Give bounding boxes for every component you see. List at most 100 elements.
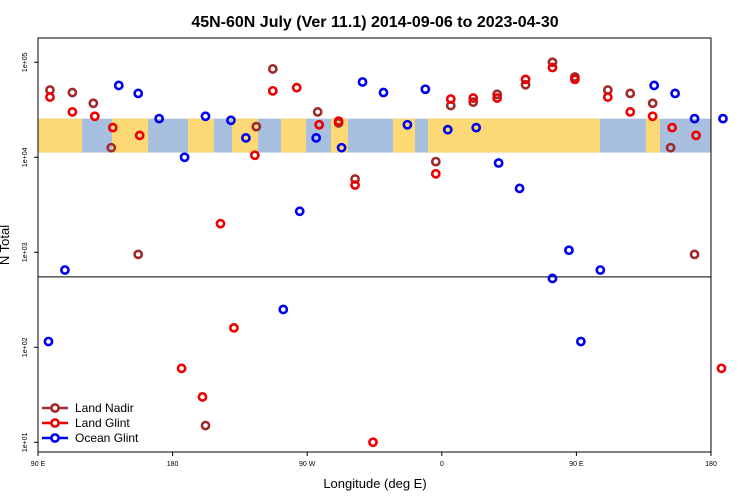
land-nadir-point bbox=[267, 64, 278, 74]
land-glint-point bbox=[602, 92, 613, 102]
plot-border bbox=[37, 37, 712, 453]
chart-title: 45N-60N July (Ver 11.1) 2014-09-06 to 20… bbox=[191, 14, 558, 31]
x-tick-label: 90 E bbox=[569, 461, 584, 468]
x-axis-label: Longitude (deg E) bbox=[323, 476, 426, 491]
land-glint-point bbox=[67, 107, 78, 117]
land-nadir-point bbox=[647, 98, 658, 109]
y-tick-label: 1e+03 bbox=[22, 242, 29, 262]
ocean-glint-point bbox=[357, 77, 368, 87]
land-nadir-point bbox=[67, 87, 78, 98]
land-glint-legend-marker bbox=[50, 418, 60, 428]
land-glint-point bbox=[625, 107, 636, 117]
ocean-glint-point bbox=[718, 113, 728, 124]
land-glint-point bbox=[667, 122, 678, 133]
land-glint-point bbox=[45, 92, 55, 102]
x-tick-label: 180 bbox=[705, 461, 717, 468]
land-nadir-point bbox=[133, 249, 144, 260]
y-axis: 1e+01 1e+02 1e+03 1e+04 1e+05 bbox=[22, 52, 38, 452]
land-nadir-point bbox=[492, 89, 503, 100]
y-tick-label: 1e+04 bbox=[22, 147, 29, 167]
ocean-glint-point bbox=[493, 158, 504, 168]
land-nadir-point bbox=[468, 97, 479, 108]
ocean-glint-point bbox=[154, 113, 165, 124]
ocean-glint-point bbox=[113, 80, 124, 91]
land-glint-point bbox=[520, 74, 531, 85]
ocean-glint-point bbox=[278, 304, 289, 315]
map-band-land bbox=[188, 118, 214, 153]
ocean-glint-point bbox=[378, 87, 389, 98]
map-band-land bbox=[281, 118, 306, 153]
ocean-glint-point bbox=[442, 124, 453, 135]
land-glint-point bbox=[134, 130, 145, 141]
ocean-glint-point bbox=[595, 265, 606, 275]
land-nadir-point bbox=[88, 98, 99, 109]
ocean-glint-point bbox=[514, 183, 525, 194]
ocean-glint-point bbox=[689, 113, 700, 124]
ocean-glint-point bbox=[420, 84, 431, 95]
plot-frame bbox=[37, 37, 712, 453]
ocean-glint-point bbox=[575, 336, 586, 347]
y-axis-label: N Total bbox=[0, 225, 12, 265]
y-tick-label: 1e+05 bbox=[22, 52, 29, 72]
x-tick-label: 0 bbox=[440, 461, 444, 468]
land-glint-point bbox=[468, 93, 479, 103]
map-band-land bbox=[646, 118, 660, 153]
land-nadir-point bbox=[106, 142, 117, 153]
land-nadir-point bbox=[430, 156, 441, 167]
ocean-glint-point bbox=[471, 122, 482, 133]
ocean-glint-point bbox=[133, 88, 144, 99]
x-axis: 90 E 180 90 W 0 90 E 180 bbox=[31, 452, 717, 468]
data-points bbox=[43, 57, 728, 448]
ocean-glint-point bbox=[43, 336, 54, 347]
land-glint-point bbox=[249, 150, 260, 161]
ocean-glint-point bbox=[564, 245, 574, 256]
land-glint-point bbox=[89, 111, 100, 122]
ocean-glint-point bbox=[179, 152, 190, 163]
land-nadir-legend-marker bbox=[50, 403, 60, 413]
land-nadir-point bbox=[625, 88, 636, 99]
land-glint-point bbox=[492, 93, 503, 103]
land-glint-point bbox=[314, 119, 325, 130]
land-nadir-point bbox=[251, 121, 262, 132]
ocean-glint-legend-label: Ocean Glint bbox=[75, 431, 139, 445]
land-glint-point bbox=[691, 130, 701, 141]
land-glint-point bbox=[107, 122, 118, 133]
land-glint-point bbox=[267, 85, 278, 96]
ocean-glint-point bbox=[547, 273, 558, 284]
x-tick-label: 90 E bbox=[31, 461, 46, 468]
land-glint-point bbox=[229, 322, 239, 333]
land-nadir-point bbox=[689, 249, 700, 260]
ocean-glint-point bbox=[311, 132, 322, 143]
ocean-glint-legend-marker bbox=[50, 433, 60, 443]
land-nadir-point bbox=[312, 107, 323, 117]
land-nadir-point bbox=[200, 420, 211, 431]
land-nadir-legend-label: Land Nadir bbox=[75, 401, 134, 415]
land-glint-point bbox=[445, 94, 456, 104]
land-glint-point bbox=[291, 82, 302, 93]
map-band bbox=[38, 118, 711, 153]
ocean-glint-point bbox=[649, 80, 660, 91]
ocean-glint-point bbox=[294, 206, 305, 217]
land-glint-legend-label: Land Glint bbox=[75, 416, 130, 430]
land-glint-point bbox=[570, 74, 580, 85]
x-tick-label: 90 W bbox=[299, 461, 316, 468]
land-glint-point bbox=[215, 218, 226, 229]
land-nadir-point bbox=[665, 142, 676, 153]
land-nadir-point bbox=[520, 79, 531, 90]
land-glint-point bbox=[176, 363, 187, 374]
map-band-land bbox=[428, 118, 600, 153]
map-band-land bbox=[38, 118, 82, 153]
land-nadir-point bbox=[547, 57, 558, 68]
ocean-glint-point bbox=[402, 119, 413, 130]
land-glint-point bbox=[647, 111, 658, 122]
land-glint-point bbox=[547, 62, 558, 73]
ocean-glint-point bbox=[240, 132, 251, 143]
land-glint-point bbox=[333, 116, 344, 127]
ocean-glint-point bbox=[200, 111, 211, 122]
ocean-glint-point bbox=[336, 142, 347, 153]
x-tick-label: 180 bbox=[167, 461, 179, 468]
y-tick-label: 1e+01 bbox=[22, 432, 29, 452]
ocean-glint-point bbox=[226, 115, 236, 126]
